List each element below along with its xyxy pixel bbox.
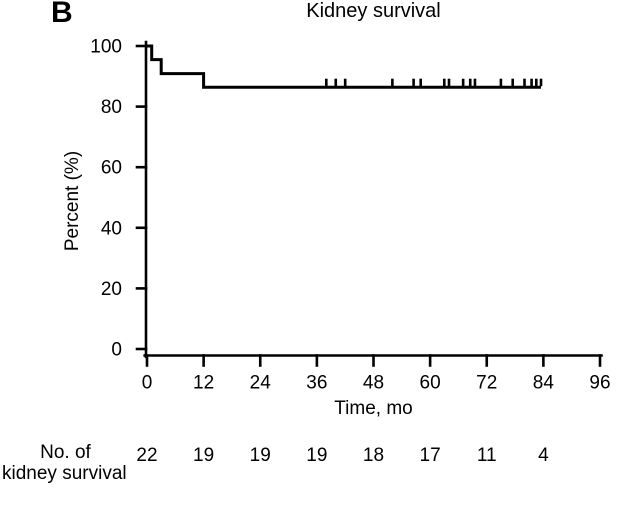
- x-tick-label: 24: [250, 373, 272, 394]
- km-chart-canvas: 0 20 40 60 80 100 0 12 24 36 48 60 72 84 96: [90, 37, 610, 394]
- x-tick-label: 96: [589, 373, 610, 394]
- x-tick-label: 12: [193, 373, 214, 394]
- x-tick-label: 36: [306, 373, 327, 394]
- risk-count: 4: [538, 445, 549, 466]
- risk-table-label-line1: No. of: [40, 442, 91, 463]
- risk-count: 19: [249, 445, 271, 466]
- risk-count: 11: [476, 445, 497, 466]
- risk-count: 22: [136, 445, 158, 466]
- x-tick-label: 84: [533, 373, 555, 394]
- y-tick-label: 80: [101, 97, 122, 118]
- x-tick-label: 0: [142, 373, 153, 394]
- risk-table-label-line2: kidney survival: [2, 463, 127, 484]
- risk-table-label: No. of kidney survival: [0, 442, 131, 484]
- risk-count: 19: [306, 445, 328, 466]
- chart-title: Kidney survival: [306, 0, 441, 22]
- x-tick-label: 48: [363, 373, 384, 394]
- x-tick-label: 72: [476, 373, 497, 394]
- y-tick-label: 100: [90, 37, 122, 58]
- y-tick-label: 20: [101, 279, 122, 300]
- y-tick-label: 40: [101, 218, 122, 239]
- y-tick-label: 0: [111, 340, 122, 361]
- y-tick-label: 60: [101, 158, 122, 179]
- x-axis-title: Time, mo: [334, 398, 413, 419]
- risk-count: 19: [193, 445, 215, 466]
- x-tick-label: 60: [420, 373, 441, 394]
- risk-count: 17: [419, 445, 441, 466]
- risk-count: 18: [362, 445, 385, 466]
- survival-curve: [147, 44, 541, 89]
- panel-label: B: [51, 0, 73, 29]
